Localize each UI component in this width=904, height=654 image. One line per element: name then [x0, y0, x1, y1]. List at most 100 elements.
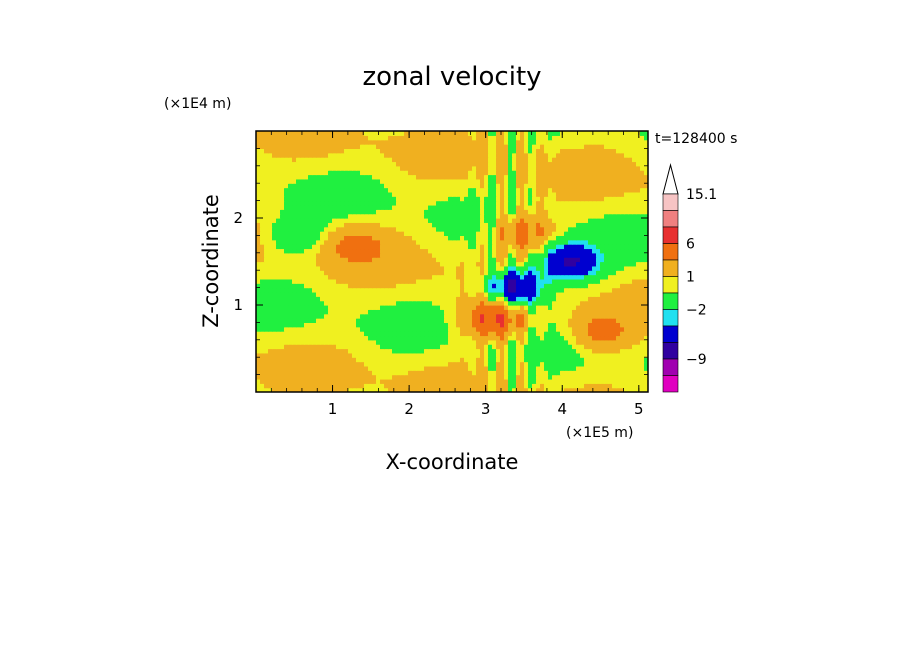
field-cell	[576, 378, 581, 384]
field-cell	[592, 322, 597, 328]
field-cell	[412, 387, 417, 392]
field-cell	[348, 204, 353, 210]
field-cell	[356, 344, 361, 350]
field-cell	[496, 187, 501, 193]
field-cell	[604, 335, 609, 341]
field-cell	[608, 196, 613, 202]
field-cell	[428, 222, 433, 228]
field-cell	[632, 257, 637, 263]
field-cell	[316, 187, 321, 193]
field-cell	[272, 318, 277, 323]
field-cell	[384, 305, 389, 310]
field-cell	[268, 309, 273, 315]
field-cell	[632, 339, 637, 345]
field-cell	[432, 196, 437, 202]
field-cell	[596, 318, 601, 323]
field-cell	[560, 335, 565, 341]
field-cell	[364, 270, 369, 276]
field-cell	[476, 365, 481, 371]
field-cell	[452, 178, 457, 184]
field-cell	[484, 318, 489, 323]
field-cell	[512, 257, 517, 263]
field-cell	[624, 196, 629, 202]
field-cell	[640, 291, 645, 297]
field-cell	[264, 244, 269, 250]
field-cell	[380, 222, 385, 228]
field-cell	[320, 339, 325, 345]
field-cell	[560, 361, 565, 367]
field-cell	[332, 252, 337, 258]
field-cell	[368, 265, 373, 271]
field-cell	[320, 344, 325, 350]
field-cell	[408, 222, 413, 228]
field-cell	[344, 213, 349, 219]
field-cell	[540, 378, 545, 384]
field-cell	[508, 291, 513, 297]
field-cell	[432, 270, 437, 276]
field-cell	[524, 283, 529, 289]
field-cell	[292, 348, 297, 354]
field-cell	[332, 305, 337, 310]
field-cell	[404, 231, 409, 236]
field-cell	[568, 222, 573, 228]
field-cell	[628, 222, 633, 228]
field-cell	[412, 252, 417, 258]
field-cell	[464, 361, 469, 367]
field-cell	[344, 305, 349, 310]
field-cell	[452, 226, 457, 232]
field-cell	[284, 326, 289, 332]
field-cell	[428, 339, 433, 345]
field-cell	[580, 200, 585, 206]
field-cell	[488, 344, 493, 350]
field-cell	[444, 352, 449, 358]
field-cell	[520, 226, 525, 232]
field-cell	[364, 244, 369, 250]
field-cell	[532, 278, 537, 284]
field-cell	[640, 244, 645, 250]
field-cell	[280, 326, 285, 332]
field-cell	[596, 244, 601, 250]
field-cell	[604, 344, 609, 350]
field-cell	[560, 378, 565, 384]
field-cell	[356, 383, 361, 389]
field-cell	[312, 331, 317, 337]
field-cell	[560, 331, 565, 337]
field-cell	[332, 344, 337, 350]
field-cell	[384, 370, 389, 376]
field-cell	[516, 244, 521, 250]
field-cell	[528, 170, 533, 176]
field-cell	[460, 187, 465, 193]
field-cell	[608, 309, 613, 315]
field-cell	[596, 357, 601, 363]
field-cell	[612, 261, 617, 267]
field-cell	[640, 305, 645, 310]
field-cell	[504, 274, 509, 280]
field-cell	[600, 283, 605, 289]
field-cell	[260, 213, 265, 219]
field-cell	[260, 287, 265, 293]
field-cell	[628, 270, 633, 276]
field-cell	[384, 335, 389, 341]
field-cell	[360, 383, 365, 389]
field-cell	[308, 170, 313, 176]
field-cell	[344, 231, 349, 236]
field-cell	[384, 248, 389, 254]
field-cell	[384, 322, 389, 328]
field-cell	[316, 287, 321, 293]
field-cell	[460, 244, 465, 250]
field-cell	[432, 352, 437, 358]
field-cell	[612, 318, 617, 323]
field-cell	[484, 370, 489, 376]
field-cell	[312, 348, 317, 354]
field-cell	[288, 239, 293, 245]
field-cell	[296, 387, 301, 392]
field-cell	[544, 387, 549, 392]
field-cell	[556, 239, 561, 245]
field-cell	[624, 283, 629, 289]
field-cell	[508, 231, 513, 236]
field-cell	[332, 309, 337, 315]
field-cell	[448, 348, 453, 354]
field-cell	[304, 196, 309, 202]
field-cell	[344, 270, 349, 276]
field-cell	[304, 305, 309, 310]
